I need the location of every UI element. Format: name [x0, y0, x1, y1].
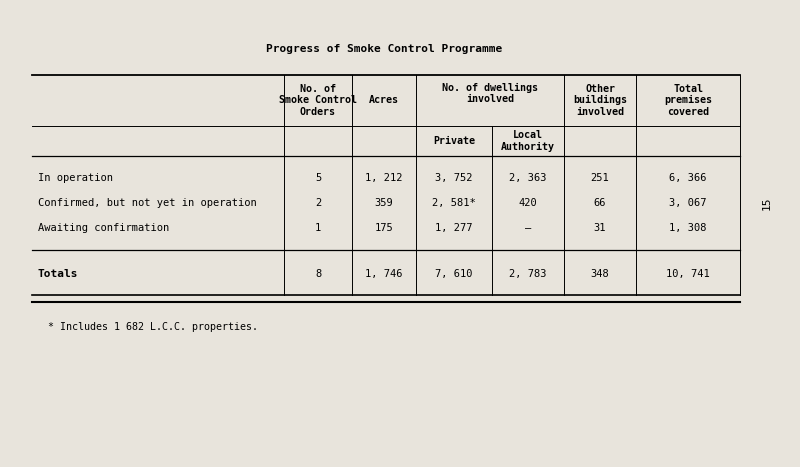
Text: 15: 15 — [762, 197, 771, 210]
Text: 348: 348 — [590, 269, 610, 279]
Text: 6, 366: 6, 366 — [670, 173, 706, 184]
Text: Acres: Acres — [369, 95, 399, 106]
Text: 1, 212: 1, 212 — [366, 173, 402, 184]
Text: Other
buildings
involved: Other buildings involved — [573, 84, 627, 117]
Text: 2, 581*: 2, 581* — [432, 198, 476, 208]
Text: 5: 5 — [315, 173, 321, 184]
Text: Totals: Totals — [38, 269, 78, 279]
Text: 8: 8 — [315, 269, 321, 279]
Text: Private: Private — [433, 136, 475, 146]
Text: 2, 783: 2, 783 — [510, 269, 546, 279]
Text: 251: 251 — [590, 173, 610, 184]
Text: 1, 308: 1, 308 — [670, 223, 706, 233]
Text: * Includes 1 682 L.C.C. properties.: * Includes 1 682 L.C.C. properties. — [48, 322, 258, 332]
Text: 66: 66 — [594, 198, 606, 208]
Text: No. of
Smoke Control
Orders: No. of Smoke Control Orders — [279, 84, 357, 117]
Text: Local
Authority: Local Authority — [501, 130, 555, 152]
Text: 2: 2 — [315, 198, 321, 208]
Text: 359: 359 — [374, 198, 394, 208]
Text: In operation: In operation — [38, 173, 113, 184]
Text: 31: 31 — [594, 223, 606, 233]
Text: No. of dwellings
involved: No. of dwellings involved — [442, 83, 538, 104]
Text: Progress of Smoke Control Programme: Progress of Smoke Control Programme — [266, 44, 502, 54]
Text: Confirmed, but not yet in operation: Confirmed, but not yet in operation — [38, 198, 256, 208]
Text: 1, 277: 1, 277 — [435, 223, 473, 233]
Text: 175: 175 — [374, 223, 394, 233]
Text: 420: 420 — [518, 198, 538, 208]
Text: 1: 1 — [315, 223, 321, 233]
Text: 7, 610: 7, 610 — [435, 269, 473, 279]
Text: 1, 746: 1, 746 — [366, 269, 402, 279]
Text: Awaiting confirmation: Awaiting confirmation — [38, 223, 169, 233]
Text: –: – — [525, 223, 531, 233]
Text: 3, 067: 3, 067 — [670, 198, 706, 208]
Text: Total
premises
covered: Total premises covered — [664, 84, 712, 117]
Text: 2, 363: 2, 363 — [510, 173, 546, 184]
Text: 3, 752: 3, 752 — [435, 173, 473, 184]
Text: 10, 741: 10, 741 — [666, 269, 710, 279]
